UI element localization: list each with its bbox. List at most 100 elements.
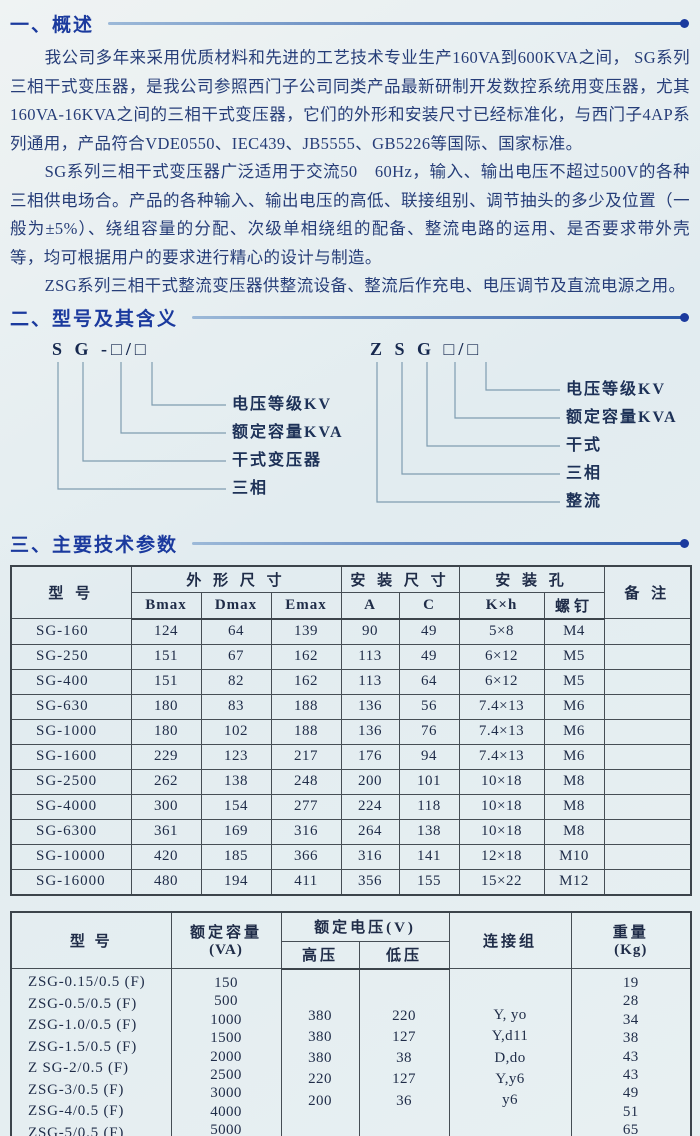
- t1-cell-emax: 139: [270, 618, 342, 645]
- t2-lv-value: 36: [396, 1092, 412, 1109]
- t1-cell-emax: 188: [270, 693, 342, 720]
- t1-cell-bmax: 124: [130, 618, 202, 645]
- t1-cell-model: SG-160: [10, 618, 132, 645]
- section-2-title: 二、型号及其含义: [10, 309, 179, 330]
- t2-header-weight: 重量 (Kg): [570, 911, 692, 969]
- t2-header-voltage: 额定电压(V): [280, 911, 450, 942]
- t1-cell-emax: 366: [270, 843, 342, 870]
- t1-header-remark: 备 注: [603, 565, 692, 619]
- t1-cell-remark: [603, 743, 692, 770]
- t1-cell-a: 356: [340, 868, 400, 895]
- t2-connection-value: Y,d11: [491, 1028, 529, 1045]
- t1-cell-dmax: 67: [200, 643, 272, 670]
- t1-cell-remark: [603, 768, 692, 795]
- t1-body: SG-160 124 64 139 90 49 5×8 M4 SG-250 15…: [10, 618, 692, 895]
- t1-table-row: SG-6300 361 169 316 264 138 10×18 M8: [10, 818, 692, 845]
- t1-cell-emax: 217: [270, 743, 342, 770]
- t2-model-value: ZSG-1.5/0.5 (F): [28, 1038, 138, 1055]
- t2-models-list: ZSG-0.15/0.5 (F) ZSG-0.5/0.5 (F) ZSG-1.0/0…: [12, 969, 171, 1136]
- t1-cell-screw: M6: [543, 743, 605, 770]
- t1-cell-remark: [603, 793, 692, 820]
- t1-cell-remark: [603, 718, 692, 745]
- t1-cell-kxh: 6×12: [458, 668, 545, 695]
- t2-models-cell: ZSG-0.15/0.5 (F) ZSG-0.5/0.5 (F) ZSG-1.0/0…: [10, 968, 172, 1136]
- t1-subheader-emax: Emax: [270, 591, 342, 620]
- sg-dimensions-table: 型 号 外 形 尺 寸 安 装 尺 寸 安 装 孔 备 注 Bmax Dmax …: [10, 564, 693, 896]
- t1-subheader-bmax: Bmax: [130, 591, 202, 620]
- t1-cell-a: 90: [340, 618, 400, 645]
- t2-hv-value: 380: [308, 1028, 332, 1045]
- t2-weight-value: 49: [622, 1085, 639, 1102]
- t1-cell-bmax: 180: [130, 693, 202, 720]
- t2-model-value: ZSG-0.5/0.5 (F): [28, 995, 138, 1012]
- t2-header-capacity-line1: 额定容量: [189, 925, 262, 942]
- t2-weight-value: 28: [622, 993, 639, 1010]
- overview-text-block: 我公司多年来采用优质材料和先进的工艺技术专业生产160VA到600KVA之间， …: [10, 44, 690, 301]
- t1-cell-screw: M8: [543, 793, 605, 820]
- overview-paragraph-1: 我公司多年来采用优质材料和先进的工艺技术专业生产160VA到600KVA之间， …: [10, 48, 690, 153]
- t2-weight-value: 34: [622, 1011, 639, 1028]
- t2-capacity-value: 2000: [210, 1048, 242, 1065]
- zsg-ratings-table: 型 号 额定容量 (VA) 额定电压(V) 连接组 重量 (Kg) 高压 低压: [10, 910, 693, 1136]
- t1-cell-kxh: 7.4×13: [458, 693, 545, 720]
- t1-cell-screw: M8: [543, 818, 605, 845]
- t1-cell-dmax: 102: [200, 718, 272, 745]
- t2-capacity-value: 1500: [210, 1030, 242, 1047]
- t2-connections-cell: Y, yo Y,d11 D,do Y,y6 y6: [448, 968, 572, 1136]
- t1-cell-model: SG-2500: [10, 768, 132, 795]
- t1-cell-a: 113: [340, 643, 400, 670]
- t1-cell-bmax: 151: [130, 643, 202, 670]
- t2-connection-value: Y,y6: [495, 1070, 525, 1087]
- overview-paragraph-3: ZSG系列三相干式整流变压器供整流设备、整流后作充电、电压调节及直流电源之用。: [44, 276, 686, 295]
- t1-subheader-dmax: Dmax: [200, 591, 272, 620]
- zsg-connector-lines: [376, 361, 560, 503]
- t1-cell-emax: 411: [270, 868, 342, 895]
- t1-cell-remark: [603, 668, 692, 695]
- t2-connection-value: D,do: [494, 1049, 526, 1066]
- t2-hv-value: 380: [308, 1050, 332, 1066]
- t2-capacity-value: 3000: [210, 1085, 242, 1102]
- t1-cell-bmax: 361: [130, 818, 202, 845]
- t2-connection-value: y6: [502, 1092, 518, 1108]
- t2-model-value: ZSG-1.0/0.5 (F): [28, 1017, 138, 1034]
- t2-header-weight-line1: 重量: [612, 925, 649, 942]
- t2-header-connection: 连接组: [448, 911, 572, 969]
- t1-cell-bmax: 420: [130, 843, 202, 870]
- t2-weights-list: 19 28 34 38 43 43 49 51 65: [572, 969, 691, 1136]
- t1-subheader-c: C: [398, 591, 460, 620]
- t1-cell-a: 200: [340, 768, 400, 795]
- t1-cell-c: 49: [398, 618, 460, 645]
- t1-table-row: SG-2500 262 138 248 200 101 10×18 M8: [10, 768, 692, 795]
- section-1-heading: 一、概述: [10, 8, 690, 38]
- t1-cell-model: SG-6300: [10, 818, 132, 845]
- diagram-label: 干式: [566, 436, 603, 454]
- t1-cell-a: 136: [340, 718, 400, 745]
- t2-header-weight-line2: (Kg): [614, 942, 648, 959]
- t1-cell-c: 138: [398, 818, 460, 845]
- t1-cell-screw: M5: [543, 643, 605, 670]
- t1-cell-emax: 162: [270, 643, 342, 670]
- t1-cell-kxh: 5×8: [458, 618, 545, 645]
- t2-weight-value: 38: [622, 1030, 639, 1047]
- t2-header-capacity: 额定容量 (VA): [170, 911, 282, 969]
- diagram-label: 电压等级KV: [566, 380, 667, 398]
- t1-cell-remark: [603, 843, 692, 870]
- t2-hv-cell: 380 380 380 220 200: [280, 968, 360, 1136]
- t1-cell-kxh: 7.4×13: [458, 718, 545, 745]
- section-1-rule: [108, 18, 689, 28]
- t1-cell-screw: M6: [543, 693, 605, 720]
- section-3-title: 三、主要技术参数: [10, 535, 179, 556]
- t1-header-outline: 外 形 尺 寸: [130, 565, 342, 593]
- t1-cell-dmax: 138: [200, 768, 272, 795]
- t1-cell-remark: [603, 868, 692, 895]
- t1-header-holes: 安 装 孔: [458, 565, 605, 593]
- t2-connections-list: Y, yo Y,d11 D,do Y,y6 y6: [450, 969, 571, 1136]
- t1-cell-screw: M4: [543, 618, 605, 645]
- diagram-label: 额定容量KVA: [566, 408, 678, 426]
- t1-header-mounting: 安 装 尺 寸: [340, 565, 460, 593]
- diagram-label: 额定容量KVA: [232, 423, 344, 441]
- t1-cell-dmax: 82: [200, 668, 272, 695]
- diagram-label: 三相: [232, 479, 269, 497]
- t1-cell-a: 176: [340, 743, 400, 770]
